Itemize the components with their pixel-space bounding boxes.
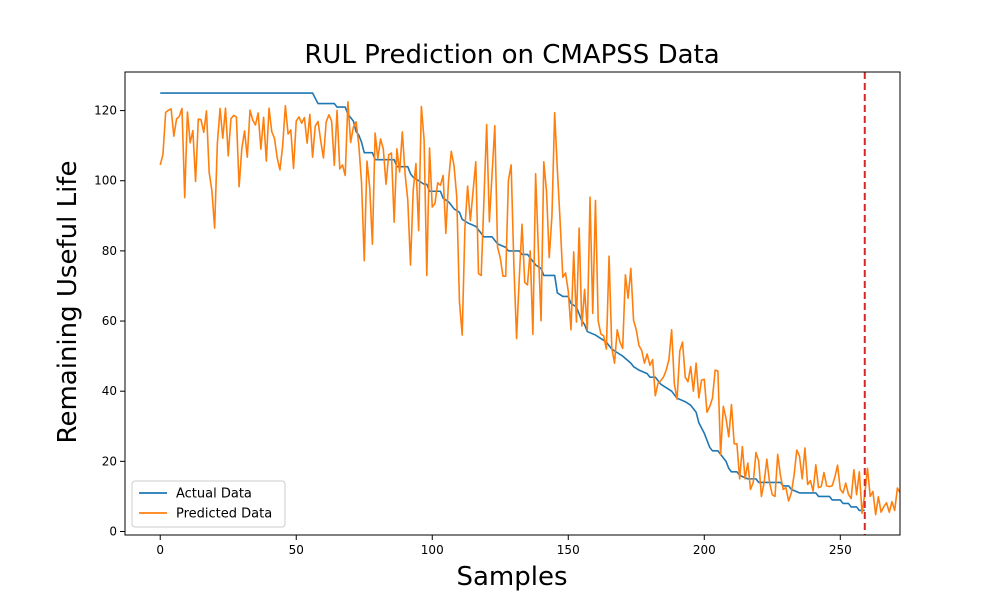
legend-label: Actual Data [176,487,252,502]
y-tick-label: 100 [94,174,117,188]
x-tick-label: 250 [829,543,852,557]
y-tick-label: 40 [102,384,117,398]
y-tick-label: 20 [102,454,117,468]
y-tick-label: 60 [102,314,117,328]
x-tick-label: 50 [289,543,304,557]
y-tick-label: 120 [94,104,117,118]
x-tick-label: 100 [421,543,444,557]
x-axis-label: Samples [456,562,567,592]
y-tick-label: 0 [109,524,117,538]
legend: Actual Data Predicted Data [131,480,286,528]
x-tick-label: 0 [156,543,164,557]
plot-frame [124,71,901,536]
x-axis: 0 50 100 150 200 250 [156,535,852,557]
x-tick-label: 150 [557,543,580,557]
y-axis: 0 20 40 60 80 100 120 [94,104,125,538]
y-axis-label: Remaining Useful Life [53,161,83,444]
legend-box [131,480,286,528]
y-tick-label: 80 [102,244,117,258]
series-predicted-line [159,101,900,516]
x-tick-label: 200 [693,543,716,557]
plot-area [159,72,900,535]
legend-label: Predicted Data [176,507,272,522]
chart-title: RUL Prediction on CMAPSS Data [304,40,719,70]
